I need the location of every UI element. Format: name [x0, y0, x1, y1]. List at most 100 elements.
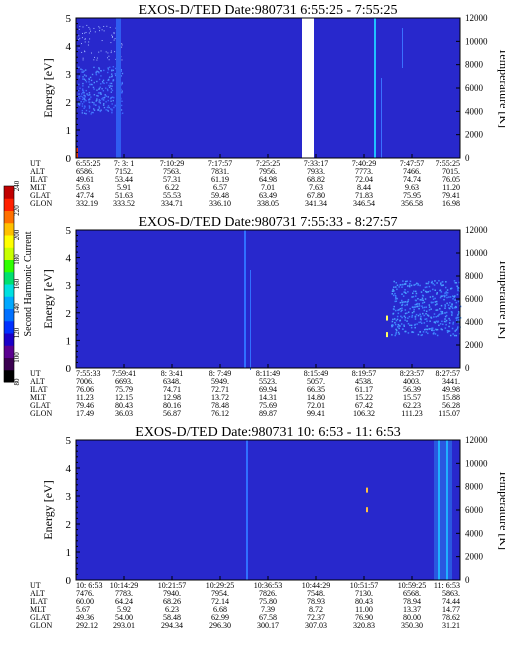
table-cell: 5523.: [259, 377, 277, 386]
colorbar-frame: [3, 185, 15, 383]
table-cell: 49.36: [76, 613, 94, 622]
colorbar-tick-label: 120: [13, 327, 21, 338]
spectrogram-background: [76, 18, 460, 158]
colorbar-swatch: [4, 345, 14, 358]
table-cell: 5863.: [442, 589, 460, 598]
spectrogram-features: [246, 440, 452, 580]
table-row-label: GLAT: [30, 613, 51, 622]
table-cell: 7466.: [403, 167, 421, 176]
table-cell: 7:33:17: [304, 159, 328, 168]
table-cell: 7783.: [115, 589, 133, 598]
table-cell: 72.04: [355, 175, 373, 184]
table-cell: 7.01: [261, 183, 275, 192]
spectrogram-features: [76, 18, 403, 158]
table-cell: 5057.: [307, 377, 325, 386]
table-cell: 10:51:57: [350, 581, 378, 590]
colorbar-swatch: [4, 284, 14, 297]
table-cell: 4003.: [403, 377, 421, 386]
table-cell: 11.00: [355, 605, 373, 614]
table-cell: 61.19: [211, 175, 229, 184]
table-cell: 10:59:25: [398, 581, 426, 590]
y-axis-label: Energy [eV]: [41, 58, 55, 117]
table-row-label: ALT: [30, 167, 45, 176]
table-row-label: GLON: [30, 409, 52, 418]
table-cell: 16.98: [442, 199, 460, 208]
colorbar-swatch: [4, 369, 14, 383]
table-cell: 74.71: [163, 385, 181, 394]
table-cell: 15.88: [442, 393, 460, 402]
table-cell: 59.48: [211, 191, 229, 200]
table-row-label: MLT: [30, 183, 46, 192]
table-cell: 72.71: [211, 385, 229, 394]
table-cell: 293.01: [113, 621, 135, 630]
table-cell: 10:21:57: [158, 581, 186, 590]
y2-tick-label: 10000: [465, 36, 488, 46]
table-cell: 13.37: [403, 605, 421, 614]
table-cell: 51.63: [115, 191, 133, 200]
table-cell: 11.20: [442, 183, 460, 192]
y2-tick-label: 6000: [465, 83, 484, 93]
y-tick-label: 4: [66, 41, 72, 53]
table-cell: 7773.: [355, 167, 373, 176]
table-cell: 5.67: [76, 605, 90, 614]
y-axis-label: Energy [eV]: [41, 480, 55, 539]
table-cell: 7: 3: 1: [114, 159, 134, 168]
y2-tick-label: 0: [465, 363, 470, 373]
table-cell: 8:11:49: [256, 369, 280, 378]
table-cell: 6693.: [115, 377, 133, 386]
y2-tick-label: 2000: [465, 552, 484, 562]
table-row-label: UT: [30, 369, 41, 378]
table-cell: 307.03: [305, 621, 327, 630]
y2-tick-label: 2000: [465, 130, 484, 140]
table-row-label: GLON: [30, 621, 52, 630]
table-cell: 75.80: [259, 597, 277, 606]
table-cell: 8:27:57: [436, 369, 460, 378]
table-cell: 11: 6:53: [434, 581, 460, 590]
table-cell: 7015.: [442, 167, 460, 176]
table-cell: 78.48: [211, 401, 229, 410]
y2-tick-label: 8000: [465, 482, 484, 492]
colorbar-swatch: [4, 210, 14, 224]
table-cell: 61.17: [355, 385, 373, 394]
y2-tick-label: 12000: [465, 13, 488, 23]
table-cell: 72.14: [211, 597, 229, 606]
table-cell: 56.28: [442, 401, 460, 410]
table-cell: 6.22: [165, 183, 179, 192]
table-cell: 7548.: [307, 589, 325, 598]
table-cell: 7956.: [259, 167, 277, 176]
table-cell: 11.23: [76, 393, 94, 402]
table-cell: 292.12: [76, 621, 98, 630]
table-cell: 4538.: [355, 377, 373, 386]
table-cell: 80.16: [163, 401, 181, 410]
colorbar-tick-label: 180: [13, 254, 21, 265]
table-cell: 57.31: [163, 175, 181, 184]
table-cell: 7:55:33: [76, 369, 100, 378]
table-cell: 14.80: [307, 393, 325, 402]
colorbar-swatch: [4, 271, 14, 285]
table-cell: 6348.: [163, 377, 181, 386]
colorbar-swatch: [4, 235, 14, 248]
y-tick-label: 0: [66, 363, 72, 375]
y-tick-label: 4: [66, 253, 72, 265]
table-cell: 7:10:29: [160, 159, 184, 168]
y2-tick-label: 2000: [465, 340, 484, 350]
table-cell: 294.34: [161, 621, 183, 630]
spectrogram-background: [76, 230, 460, 368]
y2-tick-label: 10000: [465, 248, 488, 258]
table-cell: 7954.: [211, 589, 229, 598]
table-row-label: ILAT: [30, 385, 47, 394]
table-cell: 7563.: [163, 167, 181, 176]
table-row-label: GLAT: [30, 191, 51, 200]
table-cell: 75.95: [403, 191, 421, 200]
table-cell: 6586.: [76, 167, 94, 176]
panel-title: EXOS-D/TED Date:980731 6:55:25 - 7:55:25: [139, 3, 398, 18]
table-cell: 10: 6:53: [76, 581, 102, 590]
table-cell: 8:15:49: [304, 369, 328, 378]
table-row-label: ILAT: [30, 597, 47, 606]
y2-axis-label: Temperature [K]: [497, 470, 505, 550]
table-cell: 7476.: [76, 589, 94, 598]
colorbar-tick-label: 200: [13, 229, 21, 240]
table-cell: 76.06: [76, 385, 94, 394]
table-cell: 8:23:57: [400, 369, 424, 378]
table-cell: 320.83: [353, 621, 375, 630]
